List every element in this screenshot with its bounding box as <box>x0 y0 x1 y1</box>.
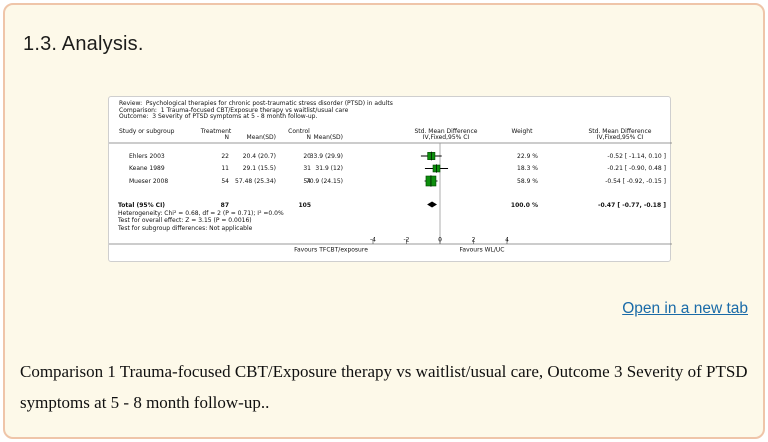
col-header-method-text: IV,Fixed,95% CI <box>596 134 644 141</box>
study-row: Keane 1989 11 29.1 (15.5) 31 31.9 (12) 18.3 %… <box>109 165 672 172</box>
axis-tick-label: 2 <box>472 237 476 244</box>
smd-ci-value: -0.21 [ -0.90, 0.48 ] <box>607 165 666 172</box>
axis-tick-label: -2 <box>404 237 410 244</box>
control-n: 31 <box>303 165 311 172</box>
col-header-n-control: N <box>306 134 312 141</box>
total-n-treatment: 87 <box>220 201 229 209</box>
treatment-mean-sd: 20.4 (20.7) <box>242 152 276 160</box>
col-header-mean-control: Mean(SD) <box>313 134 343 141</box>
total-n-control: 105 <box>298 201 311 209</box>
total-row: Total (95% CI) 87 105 100.0 % -0.47 [ -0… <box>109 202 672 209</box>
study-name: Ehlers 2003 <box>129 152 165 160</box>
forest-plot-panel: Review: Psychological therapies for chro… <box>108 96 672 262</box>
control-mean-sd: 70.9 (24.15) <box>305 177 343 185</box>
weight-value: 18.3 % <box>517 165 538 172</box>
col-header-smd-text: Std. Mean Difference <box>588 127 652 135</box>
col-header-method-plot: IV,Fixed,95% CI <box>422 134 470 141</box>
open-in-new-tab-link[interactable]: Open in a new tab <box>622 300 748 317</box>
col-header-n-treatment: N <box>224 134 230 141</box>
overall-effect-note: Test for overall effect: Z = 3.15 (P = 0… <box>118 217 252 224</box>
col-header-study: Study or subgroup <box>119 127 175 135</box>
total-label: Total (95% CI) <box>118 201 166 209</box>
treatment-mean-sd: 57.48 (25.34) <box>235 177 276 185</box>
summary-diamond <box>427 201 437 208</box>
comparison-title: Comparison: 1 Trauma-focused CBT/Exposur… <box>119 106 349 114</box>
control-mean-sd: 33.9 (29.9) <box>309 152 343 160</box>
control-n: 20 <box>303 152 311 160</box>
treatment-n: 11 <box>221 165 229 172</box>
total-smd-value: -0.47 [ -0.77, -0.18 ] <box>597 201 666 209</box>
axis-tick-label: 0 <box>438 237 442 244</box>
favours-left-label: Favours TFCBT/exposure <box>294 247 368 254</box>
section-heading: 1.3. Analysis. <box>23 33 144 55</box>
col-header-weight: Weight <box>511 127 533 135</box>
col-header-treatment: Treatment <box>200 127 232 135</box>
figure-caption: Comparison 1 Trauma-focused CBT/Exposure… <box>20 362 748 412</box>
study-row: Ehlers 2003 22 20.4 (20.7) 20 33.9 (29.9) 22.… <box>109 153 672 160</box>
total-weight: 100.0 % <box>510 201 538 209</box>
subgroup-note: Test for subgroup differences: Not appli… <box>118 224 253 232</box>
analysis-card: 1.3. Analysis. Review: Psychological the… <box>3 3 765 439</box>
treatment-n: 54 <box>221 177 229 185</box>
weight-value: 22.9 % <box>517 152 538 160</box>
heterogeneity-note: Heterogeneity: Chi² = 0.68, df = 2 (P = … <box>118 209 284 217</box>
treatment-n: 22 <box>221 152 229 160</box>
treatment-mean-sd: 29.1 (15.5) <box>242 165 276 172</box>
col-header-mean-treatment: Mean(SD) <box>246 134 276 141</box>
axis-tick-label: -4 <box>370 237 376 244</box>
smd-ci-value: -0.54 [ -0.92, -0.15 ] <box>605 177 666 185</box>
forest-plot-graphic: -4 -2 0 2 4 Favours TFCBT/exposure Favours WL/… <box>109 142 672 254</box>
weight-value: 58.9 % <box>517 177 538 185</box>
control-mean-sd: 31.9 (12) <box>315 165 343 172</box>
review-title: Review: Psychological therapies for chro… <box>119 100 393 107</box>
outcome-title: Outcome: 3 Severity of PTSD symptoms at … <box>119 113 318 120</box>
col-header-control: Control <box>288 127 310 135</box>
study-name: Keane 1989 <box>129 165 165 172</box>
axis-tick-label: 4 <box>505 237 509 244</box>
favours-right-label: Favours WL/UC <box>460 247 505 254</box>
smd-ci-value: -0.52 [ -1.14, 0.10 ] <box>607 152 666 160</box>
study-row: Mueser 2008 54 57.48 (25.34) 54 70.9 (24.15)… <box>109 178 672 185</box>
study-name: Mueser 2008 <box>129 177 169 185</box>
col-header-smd-plot: Std. Mean Difference <box>414 127 478 135</box>
control-n: 54 <box>303 177 311 185</box>
